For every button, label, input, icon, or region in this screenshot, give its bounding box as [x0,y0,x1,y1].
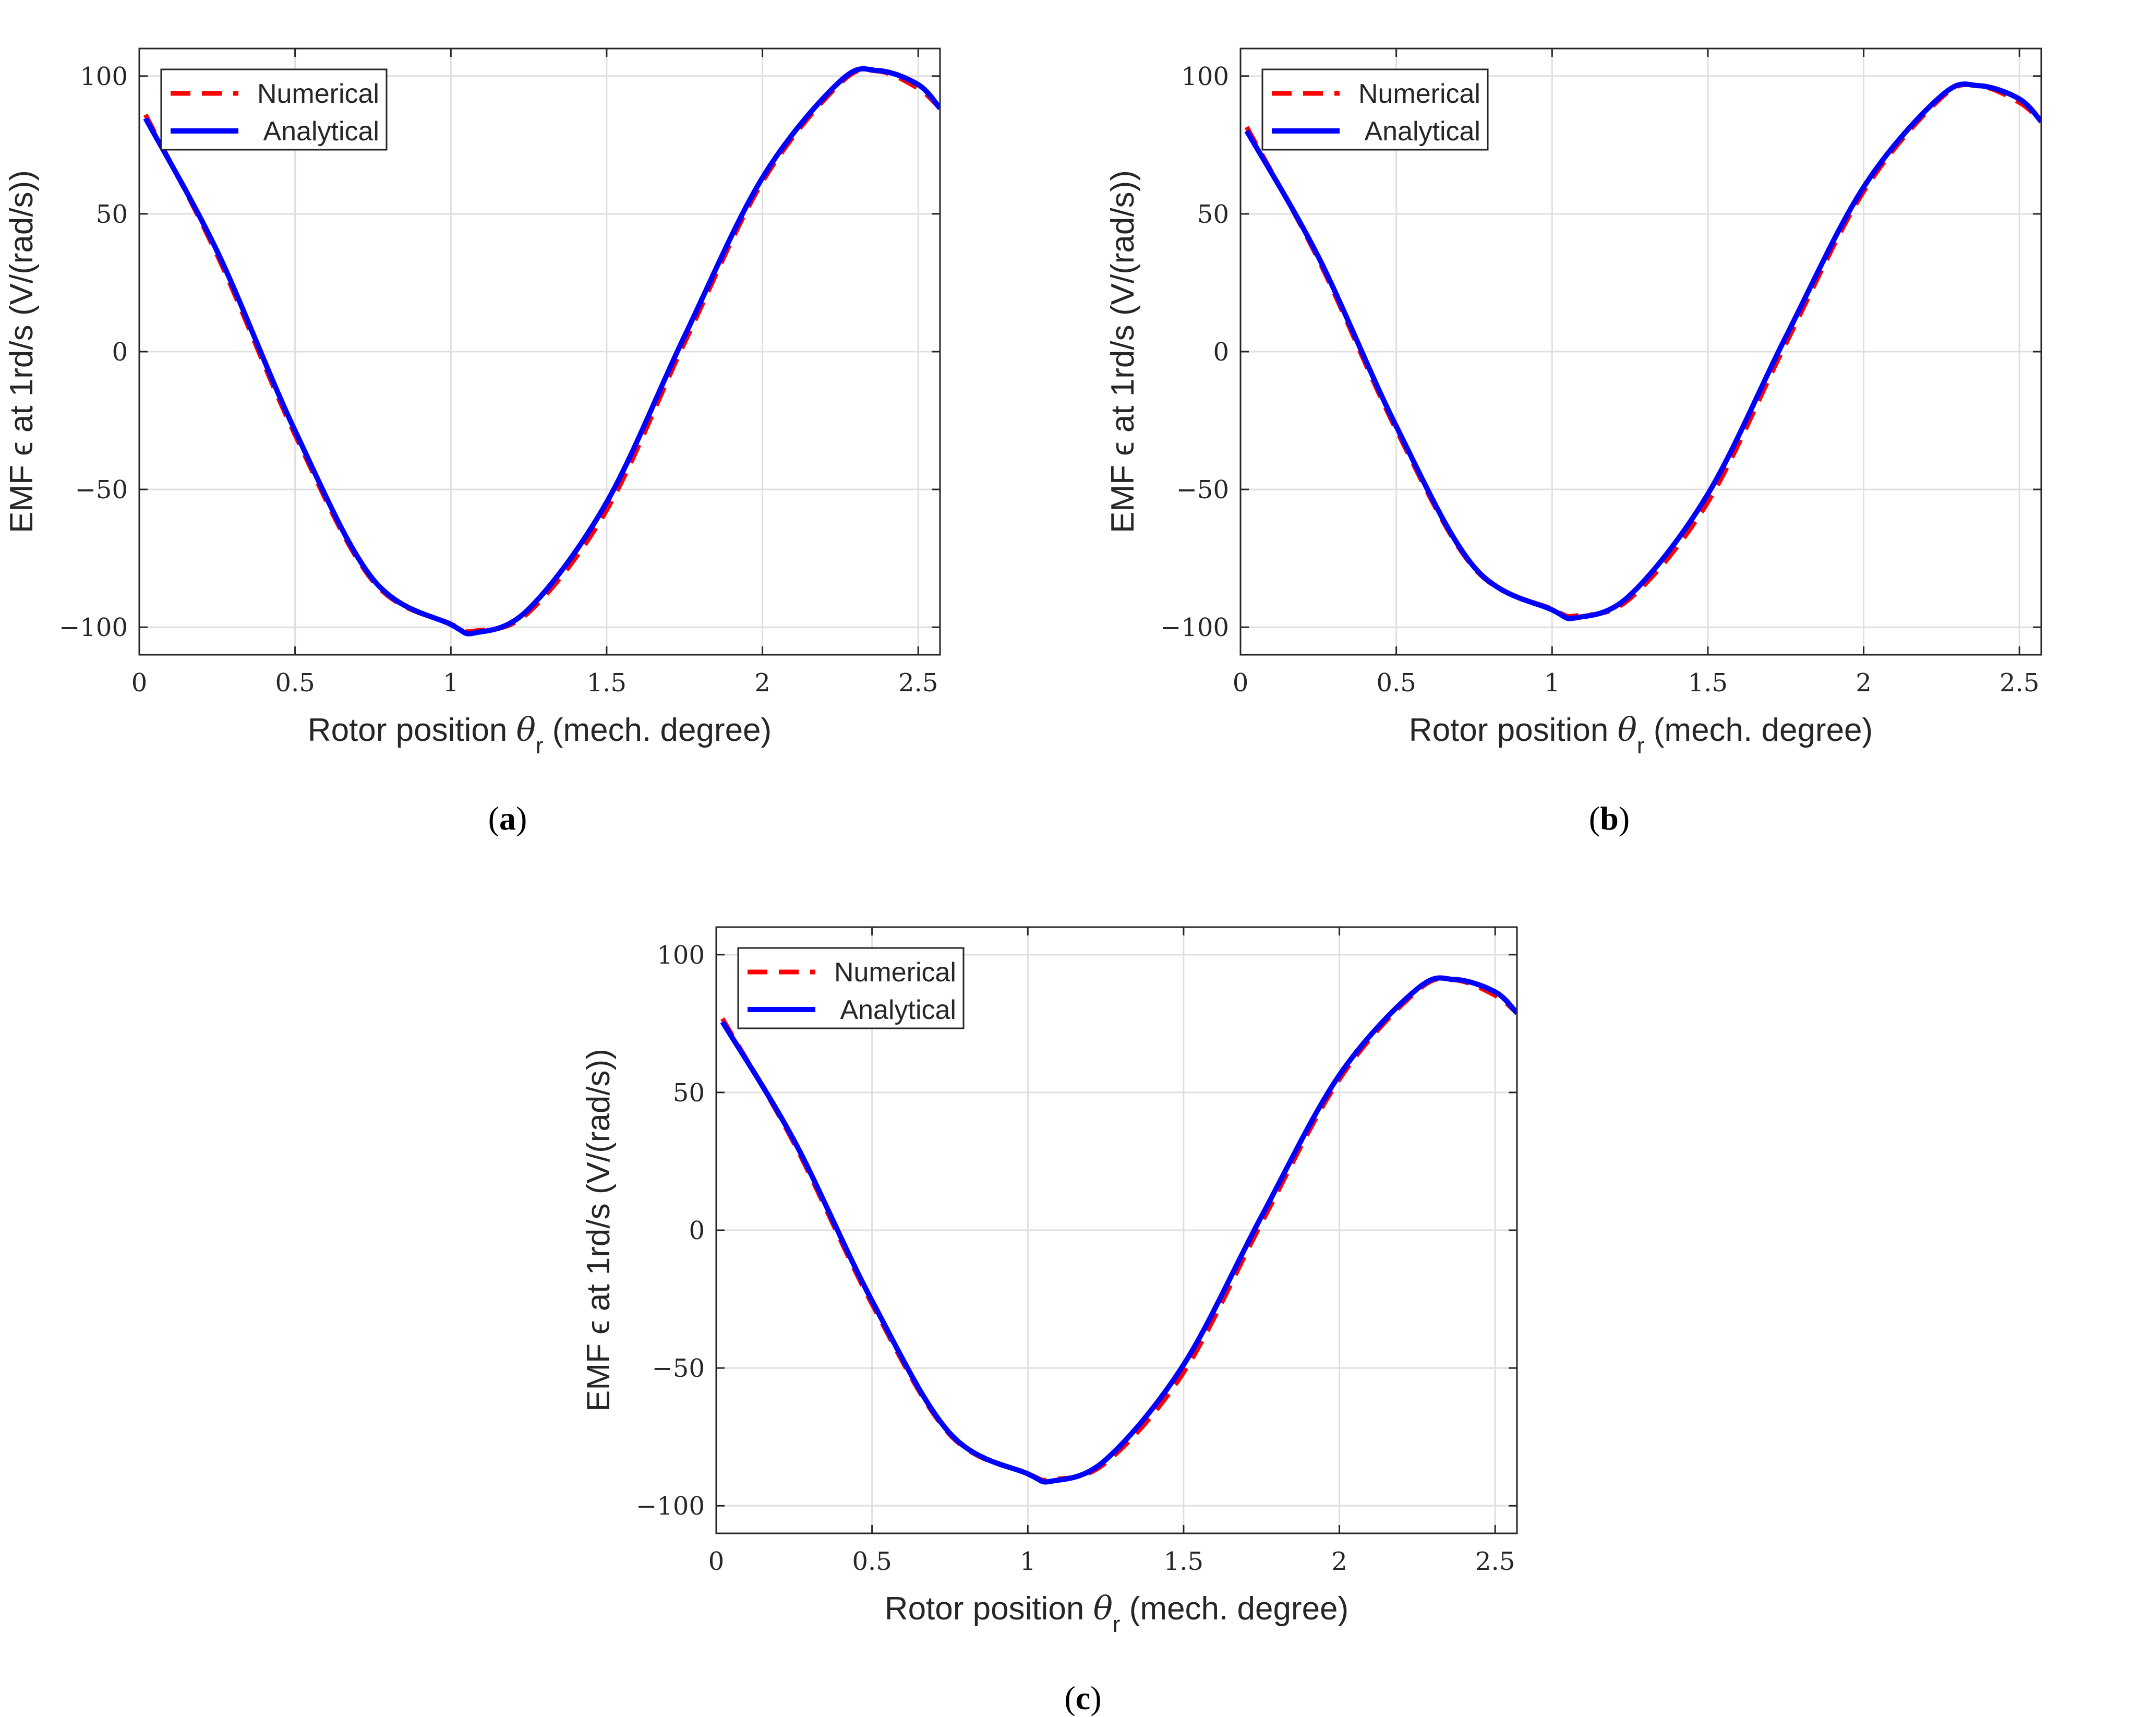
caption-c: (c) [1064,1679,1101,1716]
y-tick-label-c: 50 [673,1078,705,1108]
x-tick-label-a: 1 [443,668,459,698]
x-tick-label-c: 2 [1331,1547,1347,1576]
legend-label-numerical-a: Numerical [257,79,379,109]
x-axis-label-text-a: Rotor position [308,712,516,748]
x-axis-label-symbol-a: θ [516,711,536,749]
y-tick-label-c: −100 [636,1492,705,1521]
caption-b-letter: b [1600,800,1619,837]
x-axis-label-text-c: Rotor position [885,1591,1093,1627]
caption-c-letter: c [1076,1679,1090,1716]
x-tick-label-a: 0 [131,668,148,698]
legend-label-numerical-c: Numerical [834,957,956,988]
x-tick-label-b: 2.5 [2000,668,2039,698]
legend-label-numerical-b: Numerical [1358,79,1480,109]
x-tick-label-b: 1.5 [1688,668,1728,698]
y-tick-label-a: 0 [112,338,128,367]
x-tick-label-b: 0 [1233,668,1249,698]
x-axis-label-symbol-b: θ [1618,711,1637,749]
y-axis-label-c: EMF ϵ at 1rd/s (V/(rad/s)) [581,1049,617,1412]
x-tick-label-c: 2.5 [1475,1547,1515,1576]
x-tick-label-a: 2.5 [898,668,938,698]
x-axis-label-units-c: (mech. degree) [1121,1591,1349,1627]
y-tick-label-c: −50 [652,1354,705,1383]
legend-label-analytical-a: Analytical [263,116,379,147]
y-tick-label-b: 100 [1181,62,1229,91]
y-tick-label-a: 100 [80,62,128,91]
x-axis-label-units-b: (mech. degree) [1645,712,1873,748]
x-tick-label-a: 2 [754,668,770,698]
x-axis-label-c: Rotor position θr (mech. degree) [885,1589,1348,1637]
y-tick-label-a: −100 [59,613,128,642]
caption-a: (a) [488,800,527,837]
caption-b-close: ) [1619,800,1630,837]
caption-a-open: ( [488,800,499,837]
x-tick-label-c: 0 [708,1547,725,1576]
x-axis-label-symbol-c: θ [1093,1589,1113,1627]
x-axis-label-subscript-a: r [536,733,544,759]
x-tick-label-c: 1.5 [1164,1547,1203,1576]
caption-b: (b) [1589,800,1630,837]
panel-a: 0 0.5 1 1.5 2 2.5 −100 −50 0 50 100 Rotor position … [4,47,941,759]
y-tick-label-b: 0 [1213,338,1229,367]
y-tick-label-b: −100 [1160,613,1229,642]
legend-c: Numerical Analytical [737,947,965,1029]
series-analytical-line-b [1244,81,2041,621]
caption-b-open: ( [1589,800,1600,837]
x-axis-label-b: Rotor position θr (mech. degree) [1409,711,1873,759]
y-tick-label-c: 0 [689,1216,705,1245]
legend-b: Numerical Analytical [1261,68,1489,151]
caption-a-close: ) [516,800,527,837]
y-tick-label-a: 50 [96,200,128,229]
y-axis-label-b: EMF ϵ at 1rd/s (V/(rad/s)) [1105,170,1141,533]
x-axis-label-a: Rotor position θr (mech. degree) [308,711,772,759]
series-analytical-line-a [143,66,940,637]
caption-c-open: ( [1064,1679,1075,1716]
x-tick-label-b: 1 [1544,668,1560,698]
y-tick-label-c: 100 [657,941,705,970]
y-tick-label-a: −50 [75,475,128,505]
x-axis-label-text-b: Rotor position [1409,712,1618,748]
y-tick-label-b: 50 [1197,200,1229,229]
legend-box-b [1261,68,1489,151]
x-tick-label-a: 1.5 [587,668,627,698]
panel-c: 0 0.5 1 1.5 2 2.5 −100 −50 0 50 100 Rotor position … [581,926,1518,1637]
legend-a: Numerical Analytical [160,68,388,151]
legend-label-analytical-b: Analytical [1364,116,1480,147]
x-axis-label-units-a: (mech. degree) [544,712,772,748]
x-tick-label-b: 2 [1856,668,1872,698]
x-axis-label-subscript-c: r [1113,1612,1121,1637]
legend-label-analytical-c: Analytical [840,995,956,1025]
caption-a-letter: a [499,800,516,837]
panel-b: 0 0.5 1 1.5 2 2.5 −100 −50 0 50 100 Rotor position … [1105,47,2042,759]
y-axis-label-a: EMF ϵ at 1rd/s (V/(rad/s)) [4,170,40,533]
legend-box-a [160,68,388,151]
x-tick-label-a: 0.5 [275,668,315,698]
x-tick-label-c: 1 [1020,1547,1036,1576]
y-tick-label-b: −50 [1176,475,1229,505]
legend-box-c [737,947,965,1029]
x-axis-label-subscript-b: r [1637,733,1645,759]
caption-c-close: ) [1090,1679,1101,1716]
x-tick-label-b: 0.5 [1376,668,1416,698]
x-tick-label-c: 0.5 [852,1547,892,1576]
series-analytical-line-c [720,975,1517,1485]
